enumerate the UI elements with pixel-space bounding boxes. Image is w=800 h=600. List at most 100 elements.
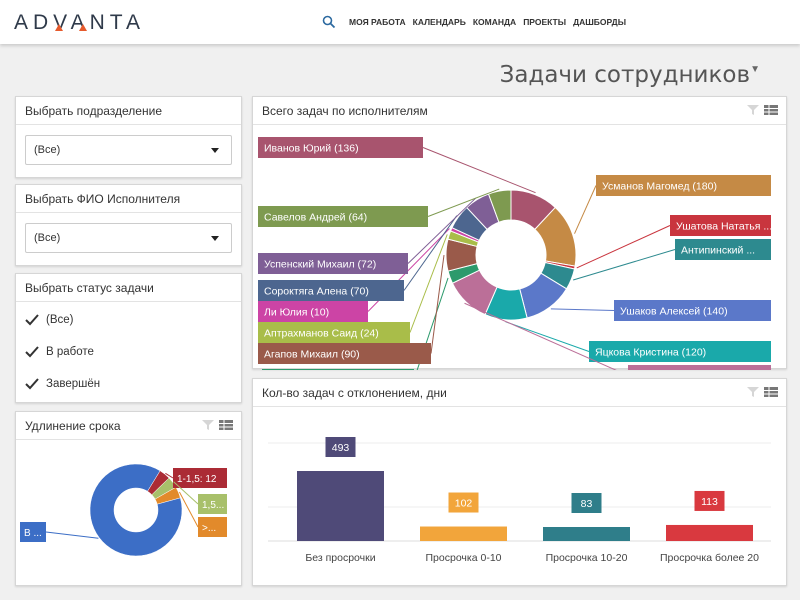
tasks-donut-chart: Иванов Юрий (136) Усманов Магомед (180) Уш… [258,137,772,370]
page-title: Задачи сотрудников [499,62,750,88]
leader-line [178,491,199,528]
slice-label-box [198,494,227,514]
leader-line [407,197,477,264]
donut-slice[interactable] [487,189,512,223]
slice-label: Сороктяга Алена (70) [264,286,369,298]
leader-line [576,225,671,269]
slice-label-box [596,175,771,196]
nav-calendar[interactable]: КАЛЕНДАРЬ [412,17,466,27]
slice-label: Усманов Магомед (180) [602,181,717,193]
slice-label: В ... [24,528,42,539]
slice-label-box [258,253,408,274]
slice-label: Успенский Михаил (72) [264,259,376,271]
category-label: Без просрочки [305,552,375,564]
slice-label-box [258,322,410,343]
slice-label-box [173,468,227,488]
data-label-box [448,492,479,513]
status-option-label: В работе [46,346,94,358]
slice-label: Ушатова Нататья ... [676,221,772,233]
status-option-done[interactable]: Завершён [25,377,100,391]
status-option-in-progress[interactable]: В работе [25,345,94,359]
slice-label: Ли Юлия (10) [264,307,329,319]
tasks-panel-title: Всего задач по исполнителям [253,97,786,125]
leader-line [409,234,448,333]
leader-line [427,188,500,217]
slice-label: Яцкова Кристина (120) [595,347,706,359]
slice-label-box [258,301,368,322]
slice-label-box [670,215,771,236]
leader-line [550,308,615,311]
extension-donut-chart: В ... 1-1,5: 12 1,5... >... [20,463,227,557]
leader-line [430,255,445,354]
slice-label-box [198,517,227,537]
status-option-label: (Все) [46,314,74,326]
leader-line [574,185,597,234]
donut-slice[interactable] [89,463,183,557]
data-label-box [694,490,725,511]
data-label: 113 [701,496,718,508]
leader-line [422,147,536,194]
person-filter-panel: Выбрать ФИО Исполнителя (Все) [15,184,242,266]
department-filter-panel: Выбрать подразделение (Все) [15,96,242,178]
chevron-down-icon [211,148,219,153]
data-label-box [325,437,356,457]
status-option-all[interactable]: (Все) [25,313,73,327]
bar[interactable] [420,526,507,541]
slice-label-box [628,365,771,370]
person-filter-title: Выбрать ФИО Исполнителя [16,185,241,213]
grid-view-icon[interactable] [764,104,778,116]
nav-team[interactable]: КОМАНДА [472,17,517,27]
bar[interactable] [666,524,753,541]
slice-label: 1,5... [202,500,224,511]
slice-label-box [262,369,414,370]
checkmark-icon [25,314,39,326]
category-label: Просрочка более 20 [660,552,759,564]
leader-line [173,481,199,505]
slice-label: Ушаков Алексей (140) [620,306,728,318]
bar[interactable] [297,471,384,541]
slice-label: Савелов Андрей (64) [264,212,367,224]
slice-label-box [258,206,428,227]
slice-label-box [614,300,771,321]
person-select[interactable]: (Все) [25,223,232,253]
grid-view-icon[interactable] [219,419,233,431]
leader-line [505,321,590,352]
filter-icon[interactable] [201,419,215,431]
slice-label-box [258,280,404,301]
department-select[interactable]: (Все) [25,135,232,165]
nav-dashboards[interactable]: ДАШБОРДЫ [573,17,627,27]
data-label: 493 [332,442,350,454]
slice-label-box [589,341,771,362]
logo[interactable]: ADVANTA [14,10,164,40]
status-option-label: Завершён [46,378,101,390]
filter-icon[interactable] [746,104,760,116]
data-label-box [571,493,602,513]
slice-label: 1-1,5: 12 [177,474,217,485]
grid-view-icon[interactable] [764,386,778,398]
nav-projects[interactable]: ПРОЕКТЫ [523,17,567,27]
nav-my-work[interactable]: МОЯ РАБОТА [349,17,406,27]
bar[interactable] [543,527,630,541]
slice-label: Аптрахманов Саид (24) [264,328,379,340]
filter-icon[interactable] [746,386,760,398]
leader-line [464,302,617,370]
extension-panel: Удлинение срока В ... 1-1,5: 12 1,5... >... [15,411,242,586]
slice-label: >... [202,523,216,534]
title-dropdown-icon[interactable]: ▼ [750,64,760,75]
deviation-bar-chart: 493 Без просрочки 102 Просрочка 0-10 83 Проср… [268,437,771,564]
search-icon[interactable] [322,15,336,29]
category-label: Просрочка 0-10 [426,552,502,564]
tasks-panel: Всего задач по исполнителям Иванов Юрий … [252,96,787,370]
department-select-value: (Все) [34,144,61,156]
slice-label: Иванов Юрий (136) [264,143,359,155]
advanta-logo: ADVANTA [14,11,145,34]
leader-line [403,215,458,291]
svg-text:ADVANTA: ADVANTA [14,11,145,34]
person-select-value: (Все) [34,232,61,244]
top-bar: ADVANTA МОЯ РАБОТА КАЛЕНДАРЬ КОМАНДА ПРО… [0,0,800,44]
department-filter-title: Выбрать подразделение [16,97,241,125]
leader-line [165,472,174,479]
slice-label: Агапов Михаил (90) [264,349,360,361]
status-filter-title: Выбрать статус задачи [16,274,241,302]
slice-label-box [20,522,46,542]
